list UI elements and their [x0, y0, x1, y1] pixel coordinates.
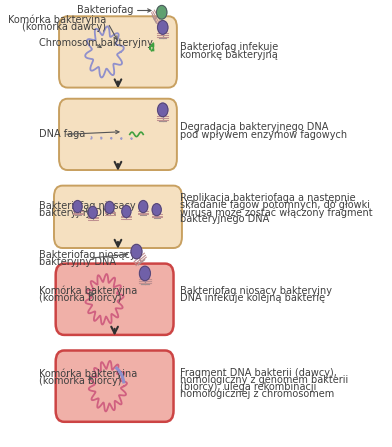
FancyBboxPatch shape — [59, 99, 177, 170]
Circle shape — [158, 21, 168, 34]
Text: pod wpływem enzymów fagowych: pod wpływem enzymów fagowych — [180, 129, 347, 139]
Circle shape — [131, 245, 142, 259]
Text: bakteryjnego DNA: bakteryjnego DNA — [180, 215, 270, 224]
Circle shape — [122, 206, 131, 218]
Text: Komórka bakteryjna: Komórka bakteryjna — [39, 285, 137, 295]
Text: Bakteriofag niosący: Bakteriofag niosący — [39, 201, 136, 211]
Text: DNA faga: DNA faga — [39, 129, 85, 139]
Text: homologicznej z chromosomem: homologicznej z chromosomem — [180, 389, 334, 399]
Text: Komórka bakteryjna: Komórka bakteryjna — [8, 14, 106, 25]
Text: DNA infekuje kolejną bakterię: DNA infekuje kolejną bakterię — [180, 293, 325, 304]
Text: bakteryjny DNA: bakteryjny DNA — [39, 208, 116, 218]
Circle shape — [88, 207, 97, 219]
Text: komórkę bakteryjną: komórkę bakteryjną — [180, 49, 278, 60]
Text: wirusa może zostać włączony fragment: wirusa może zostać włączony fragment — [180, 207, 373, 218]
Text: (komórka biorcy): (komórka biorcy) — [39, 292, 122, 303]
Text: Bakteriofag niosący bakteryjny: Bakteriofag niosący bakteryjny — [180, 286, 332, 296]
Text: Bakteriofag niosący: Bakteriofag niosący — [39, 250, 136, 260]
Circle shape — [105, 202, 114, 214]
FancyBboxPatch shape — [54, 186, 182, 248]
Text: bakteryjny DNA: bakteryjny DNA — [39, 257, 116, 267]
Circle shape — [158, 103, 168, 117]
Text: Bakteriofag infekuje: Bakteriofag infekuje — [180, 42, 278, 52]
FancyBboxPatch shape — [56, 350, 174, 422]
Text: Fragment DNA bakterii (dawcy),: Fragment DNA bakterii (dawcy), — [180, 368, 337, 378]
Text: Bakteriofag: Bakteriofag — [77, 5, 133, 16]
Circle shape — [156, 5, 167, 19]
Text: homologiczny z genomem bakterii: homologiczny z genomem bakterii — [180, 375, 348, 385]
FancyBboxPatch shape — [56, 264, 174, 335]
Circle shape — [73, 201, 82, 213]
Text: Komórka bakteryjna: Komórka bakteryjna — [39, 369, 137, 380]
Circle shape — [139, 201, 148, 213]
Circle shape — [152, 204, 161, 216]
FancyBboxPatch shape — [59, 16, 177, 88]
Circle shape — [140, 266, 151, 281]
Text: Replikacja bakteriofaga a następnie: Replikacja bakteriofaga a następnie — [180, 193, 356, 203]
Text: (komórka biorcy): (komórka biorcy) — [39, 376, 122, 387]
Text: (komórka dawcy): (komórka dawcy) — [22, 21, 106, 32]
Text: Degradacja bakteryjnego DNA: Degradacja bakteryjnego DNA — [180, 122, 328, 132]
Text: składanie fagów potomnych, do główki: składanie fagów potomnych, do główki — [180, 200, 370, 211]
Text: Chromosom bakteryjny: Chromosom bakteryjny — [39, 38, 153, 48]
Text: (biorcy), ulega rekombinacji: (biorcy), ulega rekombinacji — [180, 382, 317, 392]
